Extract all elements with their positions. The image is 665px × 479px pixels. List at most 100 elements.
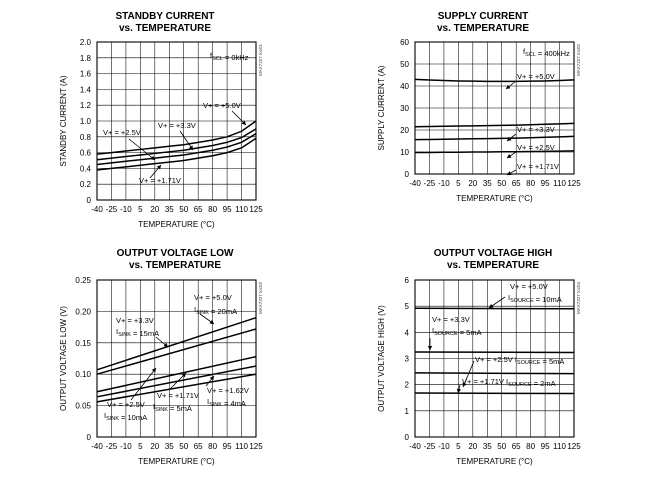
x-tick-label: 110 (235, 205, 248, 214)
arrowhead (156, 165, 161, 170)
series-line-3 (414, 372, 575, 375)
plot-frame (414, 41, 575, 175)
series-line-3 (414, 135, 575, 141)
y-tick-label: 50 (400, 60, 409, 69)
x-tick-label: -40 (409, 442, 421, 451)
y-axis-label: SUPPLY CURRENT (A) (377, 65, 386, 150)
x-tick-label: 65 (512, 179, 521, 188)
chart-title-line: SUPPLY CURRENT (438, 11, 529, 22)
x-tick-label: 20 (150, 205, 159, 214)
x-tick-label: 5 (456, 179, 461, 188)
y-tick-label: 0 (87, 196, 92, 205)
chart-title-line: STANDBY CURRENT (115, 11, 214, 22)
series-line-5 (96, 373, 257, 403)
annotation-label: V+ = +2.5V (103, 128, 141, 137)
annotation-label: ISINK = 10mA (104, 411, 147, 422)
chart-title-line: vs. TEMPERATURE (437, 23, 529, 34)
chart-title-line: vs. TEMPERATURE (129, 260, 221, 271)
annotation-label: V+ = +2.5V (107, 400, 145, 409)
chart-title-line: vs. TEMPERATURE (119, 23, 211, 34)
y-tick-label: 1.4 (80, 85, 92, 94)
y-tick-label: 0.15 (75, 339, 91, 348)
y-tick-label: 6 (405, 276, 410, 285)
annotation-label: V+ = +5.0V (203, 101, 241, 110)
y-tick-label: 1.0 (80, 117, 92, 126)
y-tick-label: 1 (405, 407, 410, 416)
arrowhead (507, 171, 512, 175)
x-tick-label: 5 (456, 442, 461, 451)
x-tick-label: -40 (409, 179, 421, 188)
x-tick-label: 35 (483, 442, 492, 451)
y-tick-label: 3 (405, 355, 410, 364)
y-tick-label: 1.2 (80, 101, 92, 110)
x-tick-label: 110 (235, 442, 248, 451)
x-tick-label: 80 (526, 179, 535, 188)
series-line-4 (414, 392, 575, 395)
x-tick-label: 35 (165, 205, 174, 214)
arrowhead (151, 368, 156, 373)
series-line-3 (96, 132, 257, 166)
x-tick-label: 5 (138, 205, 143, 214)
x-tick-label: -10 (120, 442, 132, 451)
figure-code: MAX7327 toc03 (258, 282, 263, 315)
x-tick-label: 50 (497, 179, 506, 188)
chart-title-line: vs. TEMPERATURE (447, 260, 539, 271)
annotation-label: V+ = +3.3V (116, 316, 154, 325)
series-line-4 (415, 150, 575, 154)
series-line-2 (96, 328, 257, 375)
x-tick-label: 20 (150, 442, 159, 451)
annotation-label: V+ = +1.62V (207, 386, 249, 395)
annotation-label: V+ = +3.3V (432, 315, 470, 324)
y-tick-label: 0.2 (80, 180, 92, 189)
series-line-1 (414, 307, 575, 310)
chart-title-line: OUTPUT VOLTAGE LOW (117, 248, 234, 259)
arrowhead (506, 84, 511, 89)
x-tick-label: -40 (91, 442, 103, 451)
y-tick-label: 1.8 (80, 54, 92, 63)
arrowhead (150, 155, 155, 160)
annotation-leader (128, 138, 156, 161)
arrowhead (181, 373, 186, 378)
arrowhead (456, 388, 462, 393)
series-line-1 (96, 120, 257, 155)
x-tick-label: -25 (106, 205, 118, 214)
y-tick-label: 0.10 (75, 370, 91, 379)
x-tick-label: 80 (208, 205, 217, 214)
plot-frame (96, 279, 257, 438)
x-axis-label: TEMPERATURE (°C) (138, 220, 215, 229)
x-tick-label: 35 (483, 179, 492, 188)
arrowhead (489, 303, 494, 308)
x-tick-label: 125 (567, 179, 581, 188)
x-tick-label: -10 (120, 205, 132, 214)
y-axis-label: STANDBY CURRENT (A) (59, 75, 68, 166)
annotation-label: V+ = +5.0V (517, 72, 555, 81)
x-axis-label: TEMPERATURE (°C) (138, 457, 215, 466)
arrowhead (507, 136, 512, 141)
arrowhead (209, 319, 214, 324)
x-tick-label: 110 (553, 179, 566, 188)
plot-frame (96, 41, 257, 201)
arrowhead (427, 346, 433, 350)
x-tick-label: 50 (179, 205, 188, 214)
y-axis-label: OUTPUT VOLTAGE HIGH (V) (377, 305, 386, 412)
annotation-label: ISINK = 5mA (153, 402, 192, 413)
annotation-label: ISOURCE = 10mA (508, 293, 562, 304)
y-tick-label: 10 (400, 148, 409, 157)
x-tick-label: 20 (468, 442, 477, 451)
annotation-label: ISINK = 4mA (207, 397, 246, 408)
x-tick-label: -10 (438, 442, 450, 451)
chart-title-line: OUTPUT VOLTAGE HIGH (434, 248, 553, 259)
annotation-label: fSCL = 0kHz (210, 51, 249, 62)
arrowhead (462, 382, 467, 387)
y-tick-label: 0.25 (75, 276, 91, 285)
series-line-2 (414, 351, 575, 354)
x-tick-label: 20 (468, 179, 477, 188)
annotation-label: V+ = +1.71V (157, 391, 199, 400)
annotation-label: fSCL = 400kHz (523, 47, 570, 58)
y-tick-label: 0 (405, 433, 410, 442)
y-tick-label: 5 (405, 302, 410, 311)
